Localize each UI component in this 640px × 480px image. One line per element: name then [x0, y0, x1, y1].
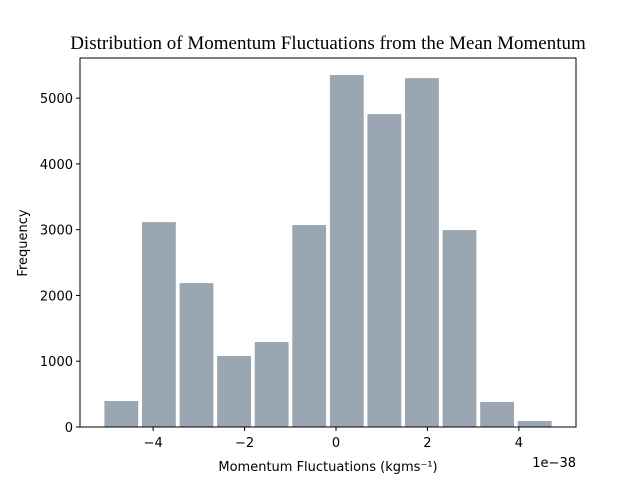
bar [329, 75, 364, 428]
y-tick-label: 0 [65, 421, 73, 436]
bar [254, 342, 289, 427]
y-tick-label: 5000 [40, 92, 73, 107]
x-tick-label: 0 [332, 436, 340, 451]
bar [480, 402, 515, 427]
axes-frame [79, 57, 577, 428]
bar [292, 225, 327, 427]
x-tick-label: −2 [235, 436, 254, 451]
bar [179, 283, 214, 427]
bar [517, 421, 552, 427]
bar [141, 222, 176, 427]
x-tick-label: 4 [515, 436, 523, 451]
y-tick-label: 4000 [40, 158, 73, 173]
x-tick-label: 2 [423, 436, 431, 451]
bar [442, 230, 477, 427]
x-tick-label: −4 [144, 436, 163, 451]
y-axis-label: Frequency [16, 209, 31, 276]
x-axis-label: Momentum Fluctuations (kgms⁻¹) [218, 460, 437, 475]
bar [104, 401, 139, 427]
bar [367, 114, 402, 427]
bar [405, 78, 439, 428]
y-tick-label: 3000 [40, 224, 73, 239]
y-tick-label: 1000 [40, 355, 73, 370]
y-tick-label: 2000 [40, 289, 73, 304]
x-offset-label: 1e−38 [532, 456, 576, 471]
chart-title: Distribution of Momentum Fluctuations fr… [70, 33, 586, 54]
bar [217, 356, 251, 427]
